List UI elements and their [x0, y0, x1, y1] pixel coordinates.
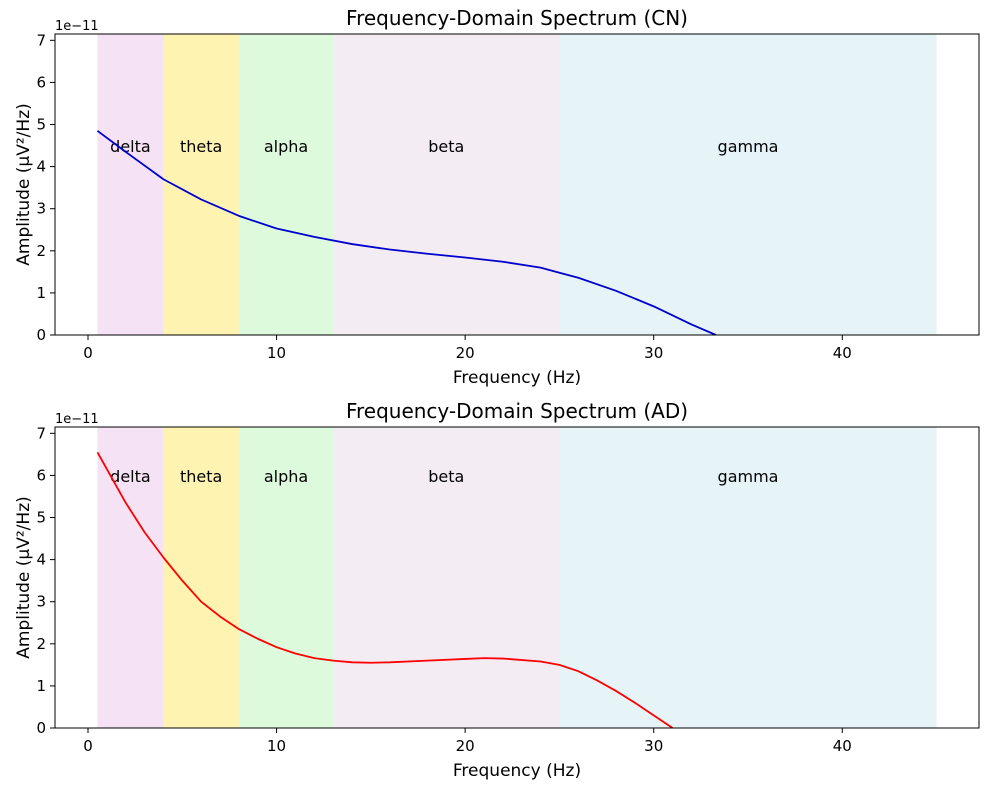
band-labels: delta theta alpha beta gamma: [110, 467, 778, 486]
y-tick-label: 3: [36, 200, 46, 218]
x-ticks: 0 10 20 30 40: [83, 335, 852, 362]
axes-frame: [54, 33, 980, 336]
band-label-gamma: gamma: [718, 137, 779, 156]
band-alpha: [238, 34, 334, 335]
y-tick-label: 5: [36, 509, 46, 527]
y-tick-label: 2: [36, 242, 46, 260]
x-tick-label: 0: [83, 737, 93, 755]
band-label-gamma: gamma: [718, 467, 779, 486]
y-tick-label: 3: [36, 593, 46, 611]
band-theta: [163, 34, 239, 335]
y-tick-label: 5: [36, 116, 46, 134]
y-ticks: 0 1 2 3 4 5 6 7: [36, 31, 55, 344]
y-tick-label: 6: [36, 466, 46, 484]
y-tick-label: 0: [36, 326, 46, 344]
y-tick-label: 7: [36, 424, 46, 442]
x-tick-label: 20: [456, 737, 475, 755]
x-ticks: 0 10 20 30 40: [83, 728, 852, 755]
band-label-beta: beta: [428, 137, 464, 156]
band-label-delta: delta: [110, 467, 151, 486]
band-alpha: [238, 427, 334, 728]
y-offset-label: 1e−11: [55, 412, 99, 427]
y-tick-label: 6: [36, 73, 46, 91]
chart-title: Frequency-Domain Spectrum (CN): [346, 6, 688, 30]
chart-title: Frequency-Domain Spectrum (AD): [346, 399, 688, 423]
band-shading: [97, 427, 937, 728]
chart-ad: delta theta alpha beta gamma 0 10 20 30 40 0 1 2 3 4…: [14, 399, 980, 781]
y-tick-label: 4: [36, 158, 46, 176]
spectrum-series: [96, 451, 674, 728]
x-tick-label: 10: [267, 737, 286, 755]
spectrum-series: [96, 130, 717, 335]
band-gamma: [559, 427, 937, 728]
y-tick-label: 7: [36, 31, 46, 49]
y-tick-label: 1: [36, 284, 46, 302]
band-label-beta: beta: [428, 467, 464, 486]
chart-cn: delta theta alpha beta gamma 0 10 20 30 40 0 1 2 3 4…: [14, 6, 980, 388]
axes-frame: [54, 426, 980, 729]
x-tick-label: 0: [83, 344, 93, 362]
series-line-0: [96, 451, 674, 728]
x-axis-label: Frequency (Hz): [453, 761, 581, 781]
x-tick-label: 40: [833, 737, 852, 755]
x-tick-label: 30: [644, 344, 663, 362]
y-ticks: 0 1 2 3 4 5 6 7: [36, 424, 55, 737]
band-gamma: [559, 34, 937, 335]
x-tick-label: 10: [267, 344, 286, 362]
x-tick-label: 30: [644, 737, 663, 755]
band-labels: delta theta alpha beta gamma: [110, 137, 778, 156]
band-delta: [97, 427, 164, 728]
band-theta: [163, 427, 239, 728]
band-beta: [333, 427, 560, 728]
band-delta: [97, 34, 164, 335]
band-label-alpha: alpha: [264, 467, 308, 486]
y-tick-label: 4: [36, 551, 46, 569]
band-beta: [333, 34, 560, 335]
band-label-theta: theta: [180, 467, 222, 486]
x-tick-label: 40: [833, 344, 852, 362]
band-label-theta: theta: [180, 137, 222, 156]
y-tick-label: 0: [36, 719, 46, 737]
x-tick-label: 20: [456, 344, 475, 362]
y-tick-label: 1: [36, 677, 46, 695]
band-shading: [97, 34, 937, 335]
series-line-0: [96, 130, 717, 335]
band-label-alpha: alpha: [264, 137, 308, 156]
y-tick-label: 2: [36, 635, 46, 653]
y-axis-label: Amplitude (µV²/Hz): [14, 103, 34, 265]
y-axis-label: Amplitude (µV²/Hz): [14, 496, 34, 658]
band-label-delta: delta: [110, 137, 151, 156]
x-axis-label: Frequency (Hz): [453, 368, 581, 388]
y-offset-label: 1e−11: [55, 19, 99, 34]
